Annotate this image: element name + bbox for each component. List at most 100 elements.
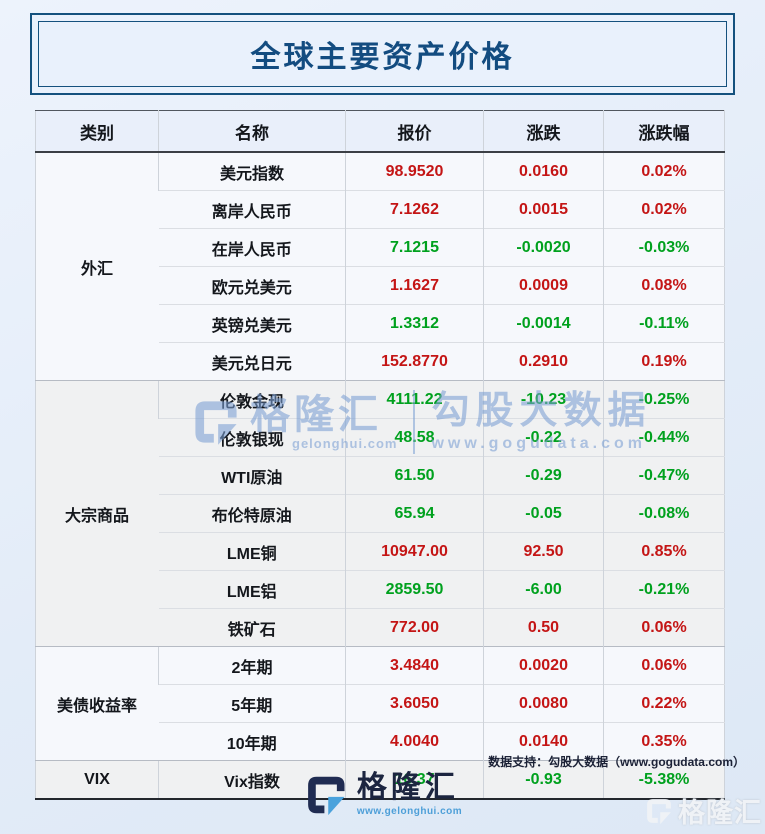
price-cell: 1.3312 [345,304,484,343]
pct-cell: 0.06% [603,646,725,685]
table-row: 布伦特原油 65.94 -0.05 -0.08% [36,494,725,533]
pct-cell: -0.25% [603,380,725,419]
table-row: 5年期 3.6050 0.0080 0.22% [36,684,725,723]
asset-name: 伦敦银现 [158,418,346,457]
asset-price-table: 类别 名称 报价 涨跌 涨跌幅 外汇 美元指数 98.9520 0.0160 0… [35,110,725,800]
price-cell: 3.6050 [345,684,484,723]
pct-cell: -0.03% [603,228,725,267]
change-cell: 0.0020 [483,646,604,685]
price-cell: 1.1627 [345,266,484,305]
price-cell: 16.37 [345,760,484,799]
table-row: 10年期 4.0040 0.0140 0.35% [36,722,725,761]
pct-cell: -0.44% [603,418,725,457]
table-row: 外汇 美元指数 98.9520 0.0160 0.02% [35,151,725,381]
change-cell: 0.50 [483,608,604,647]
pct-cell: -0.11% [603,304,725,343]
asset-name: WTI原油 [158,456,346,495]
pct-cell: 0.02% [603,151,725,191]
col-header-pct: 涨跌幅 [603,110,725,153]
price-cell: 48.58 [345,418,484,457]
change-cell: 0.0080 [483,684,604,723]
table-row: 英镑兑美元 1.3312 -0.0014 -0.11% [36,304,725,343]
change-cell: -0.0014 [483,304,604,343]
gelonghui-logo-icon [644,796,674,826]
pct-cell: 0.19% [603,342,725,381]
asset-name: 离岸人民币 [158,190,346,229]
price-cell: 3.4840 [345,646,484,685]
pct-cell: 0.85% [603,532,725,571]
pct-cell: -5.38% [603,760,725,799]
category-cell: 外汇 [35,151,159,381]
footer-logo-text: 格隆汇 [356,771,459,804]
asset-name: 欧元兑美元 [158,266,346,305]
price-cell: 65.94 [345,494,484,533]
price-cell: 2859.50 [345,570,484,609]
pct-cell: 0.06% [603,608,725,647]
asset-name: 伦敦金现 [158,380,346,419]
change-cell: -6.00 [483,570,604,609]
pct-cell: 0.08% [603,266,725,305]
price-cell: 152.8770 [345,342,484,381]
change-cell: -0.22 [483,418,604,457]
title-box: 全球主要资产价格 [30,13,735,95]
asset-name: 英镑兑美元 [158,304,346,343]
change-cell: 0.0160 [483,151,604,191]
table-row: 在岸人民币 7.1215 -0.0020 -0.03% [36,228,725,267]
asset-name: LME铜 [158,532,346,571]
pct-cell: 0.02% [603,190,725,229]
change-cell: -0.0020 [483,228,604,267]
price-cell: 7.1262 [345,190,484,229]
pct-cell: -0.21% [603,570,725,609]
price-cell: 10947.00 [345,532,484,571]
table-row: 美债收益率 2年期 3.4840 0.0020 0.06% [35,646,725,761]
pct-cell: 0.35% [603,722,725,761]
category-cell: VIX [35,760,159,799]
price-cell: 61.50 [345,456,484,495]
price-cell: 4111.22 [345,380,484,419]
table-row: WTI原油 61.50 -0.29 -0.47% [36,456,725,495]
group-commodities: 大宗商品 伦敦金现 4111.22 -10.23 -0.25% 伦敦银现 48.… [35,380,725,647]
category-cell: 大宗商品 [35,380,159,647]
asset-name: 2年期 [158,646,346,685]
price-cell: 98.9520 [345,151,484,191]
header-row: 类别 名称 报价 涨跌 涨跌幅 [35,110,725,153]
table-row: LME铝 2859.50 -6.00 -0.21% [36,570,725,609]
table-row: VIX Vix指数 16.37 -0.93 -5.38% [35,760,725,799]
col-header-change: 涨跌 [483,110,604,153]
price-cell: 772.00 [345,608,484,647]
change-cell: -10.23 [483,380,604,419]
table-row: 离岸人民币 7.1262 0.0015 0.02% [36,190,725,229]
gelonghui-footer-logo: 格隆汇 www.gelonghui.com [303,772,462,818]
change-cell: 0.2910 [483,342,604,381]
asset-name: 10年期 [158,722,346,761]
asset-name: 铁矿石 [158,608,346,647]
col-header-price: 报价 [345,110,484,153]
group-treasury: 美债收益率 2年期 3.4840 0.0020 0.06% 5年期 3.6050… [35,646,725,761]
change-cell: -0.29 [483,456,604,495]
change-cell: 0.0009 [483,266,604,305]
asset-name: LME铝 [158,570,346,609]
table-row: 美元兑日元 152.8770 0.2910 0.19% [36,342,725,381]
change-cell: 0.0015 [483,190,604,229]
col-header-category: 类别 [35,110,159,153]
price-cell: 4.0040 [345,722,484,761]
table-row: 大宗商品 伦敦金现 4111.22 -10.23 -0.25% [35,380,725,647]
change-cell: -0.05 [483,494,604,533]
change-cell: 92.50 [483,532,604,571]
pct-cell: -0.08% [603,494,725,533]
title-inner-border: 全球主要资产价格 [38,21,727,87]
asset-name: 布伦特原油 [158,494,346,533]
data-credit-text: 数据支持：勾股大数据（www.gogudata.com） [488,755,745,769]
group-vix: VIX Vix指数 16.37 -0.93 -5.38% [35,760,725,799]
page-title: 全球主要资产价格 [250,41,515,74]
asset-name: 5年期 [158,684,346,723]
change-cell: 0.0140 [483,722,604,761]
pct-cell: 0.22% [603,684,725,723]
table-row: 欧元兑美元 1.1627 0.0009 0.08% [36,266,725,305]
asset-name: 美元指数 [158,151,346,191]
footer-logo-site: www.gelonghui.com [356,806,463,817]
asset-name: 在岸人民币 [158,228,346,267]
asset-name: 美元兑日元 [158,342,346,381]
change-cell: -0.93 [483,760,604,799]
